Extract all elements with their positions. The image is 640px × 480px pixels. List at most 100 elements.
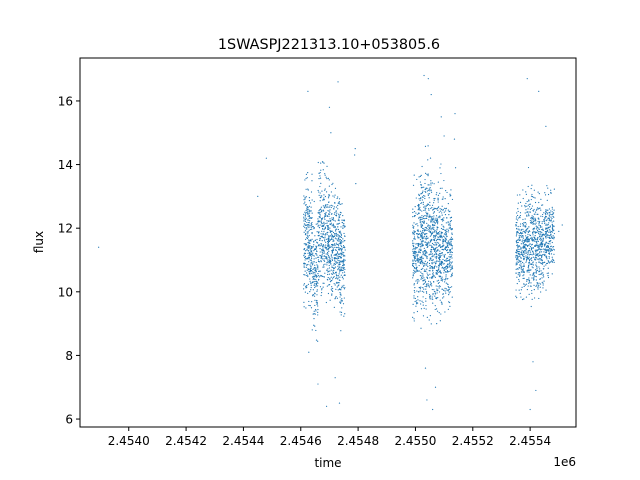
data-point [425,243,427,245]
data-point [422,221,424,223]
data-point [526,205,528,207]
data-point [440,208,443,210]
data-point [433,243,435,246]
data-point [526,259,528,261]
data-point [426,399,428,401]
data-point [441,303,443,305]
data-point [317,212,320,214]
data-point [449,258,451,260]
data-point [429,227,431,230]
data-point [309,280,311,282]
data-point [328,262,330,264]
data-point [439,270,441,272]
data-point [330,254,332,256]
data-point [540,198,542,200]
data-point [309,291,311,293]
data-point [445,271,447,273]
data-point [332,182,334,184]
data-point [443,226,445,228]
data-point [340,250,343,252]
data-point [445,222,447,224]
data-point [449,261,451,263]
data-point [427,237,429,239]
data-point [446,250,448,252]
data-point [441,220,444,222]
data-point [523,277,525,279]
data-point [433,211,436,213]
data-point [337,240,339,242]
data-point [315,283,318,286]
data-point [547,267,549,269]
data-point [334,249,337,251]
data-point [442,261,444,264]
data-point [531,217,533,219]
data-point [432,262,434,264]
data-point [428,197,430,199]
data-point [527,270,530,272]
data-point [525,252,527,254]
data-point [527,166,530,169]
data-point [551,223,553,225]
data-point [324,218,326,220]
data-point [442,196,444,198]
data-point [545,231,547,233]
data-point [430,233,433,235]
data-point [447,229,450,231]
data-point [422,261,424,263]
data-point [432,223,434,226]
data-point [535,257,537,259]
data-point [330,204,332,207]
data-point [416,242,418,245]
data-point [336,243,338,246]
data-point [326,278,328,281]
data-point [329,211,331,213]
data-point [342,268,345,270]
data-point [440,219,442,221]
data-point [331,236,333,238]
data-point [446,228,448,230]
data-point [309,268,311,270]
data-point [412,227,415,229]
data-point [521,265,523,267]
data-point [306,213,308,215]
data-point [317,244,319,247]
data-point [338,238,340,241]
data-point [443,255,446,257]
data-point [344,255,346,257]
data-point [519,201,522,204]
data-point [327,239,330,241]
data-point [331,213,333,215]
data-point [425,215,427,217]
data-point [304,244,307,246]
data-point [433,183,435,185]
data-point [451,245,454,247]
data-point [306,264,308,266]
data-point [517,248,519,250]
data-point [519,264,521,266]
data-point [413,253,416,255]
data-point [443,135,445,137]
data-point [417,206,420,208]
data-point [304,255,306,258]
data-point [336,197,338,200]
data-point [418,212,420,214]
data-point [320,235,323,237]
data-point [327,240,329,243]
data-point [544,222,546,224]
data-point [545,243,547,245]
data-point [442,293,444,296]
data-point [429,235,432,237]
data-point [542,233,544,235]
data-point [322,247,324,249]
data-point [338,213,340,215]
data-point [518,248,520,251]
data-point [433,238,435,240]
data-point [423,228,425,230]
data-point [328,245,330,247]
data-point [445,288,447,290]
data-point [545,125,547,127]
data-point [436,288,438,290]
data-point [435,285,437,287]
data-point [416,251,418,253]
data-point [425,207,427,209]
